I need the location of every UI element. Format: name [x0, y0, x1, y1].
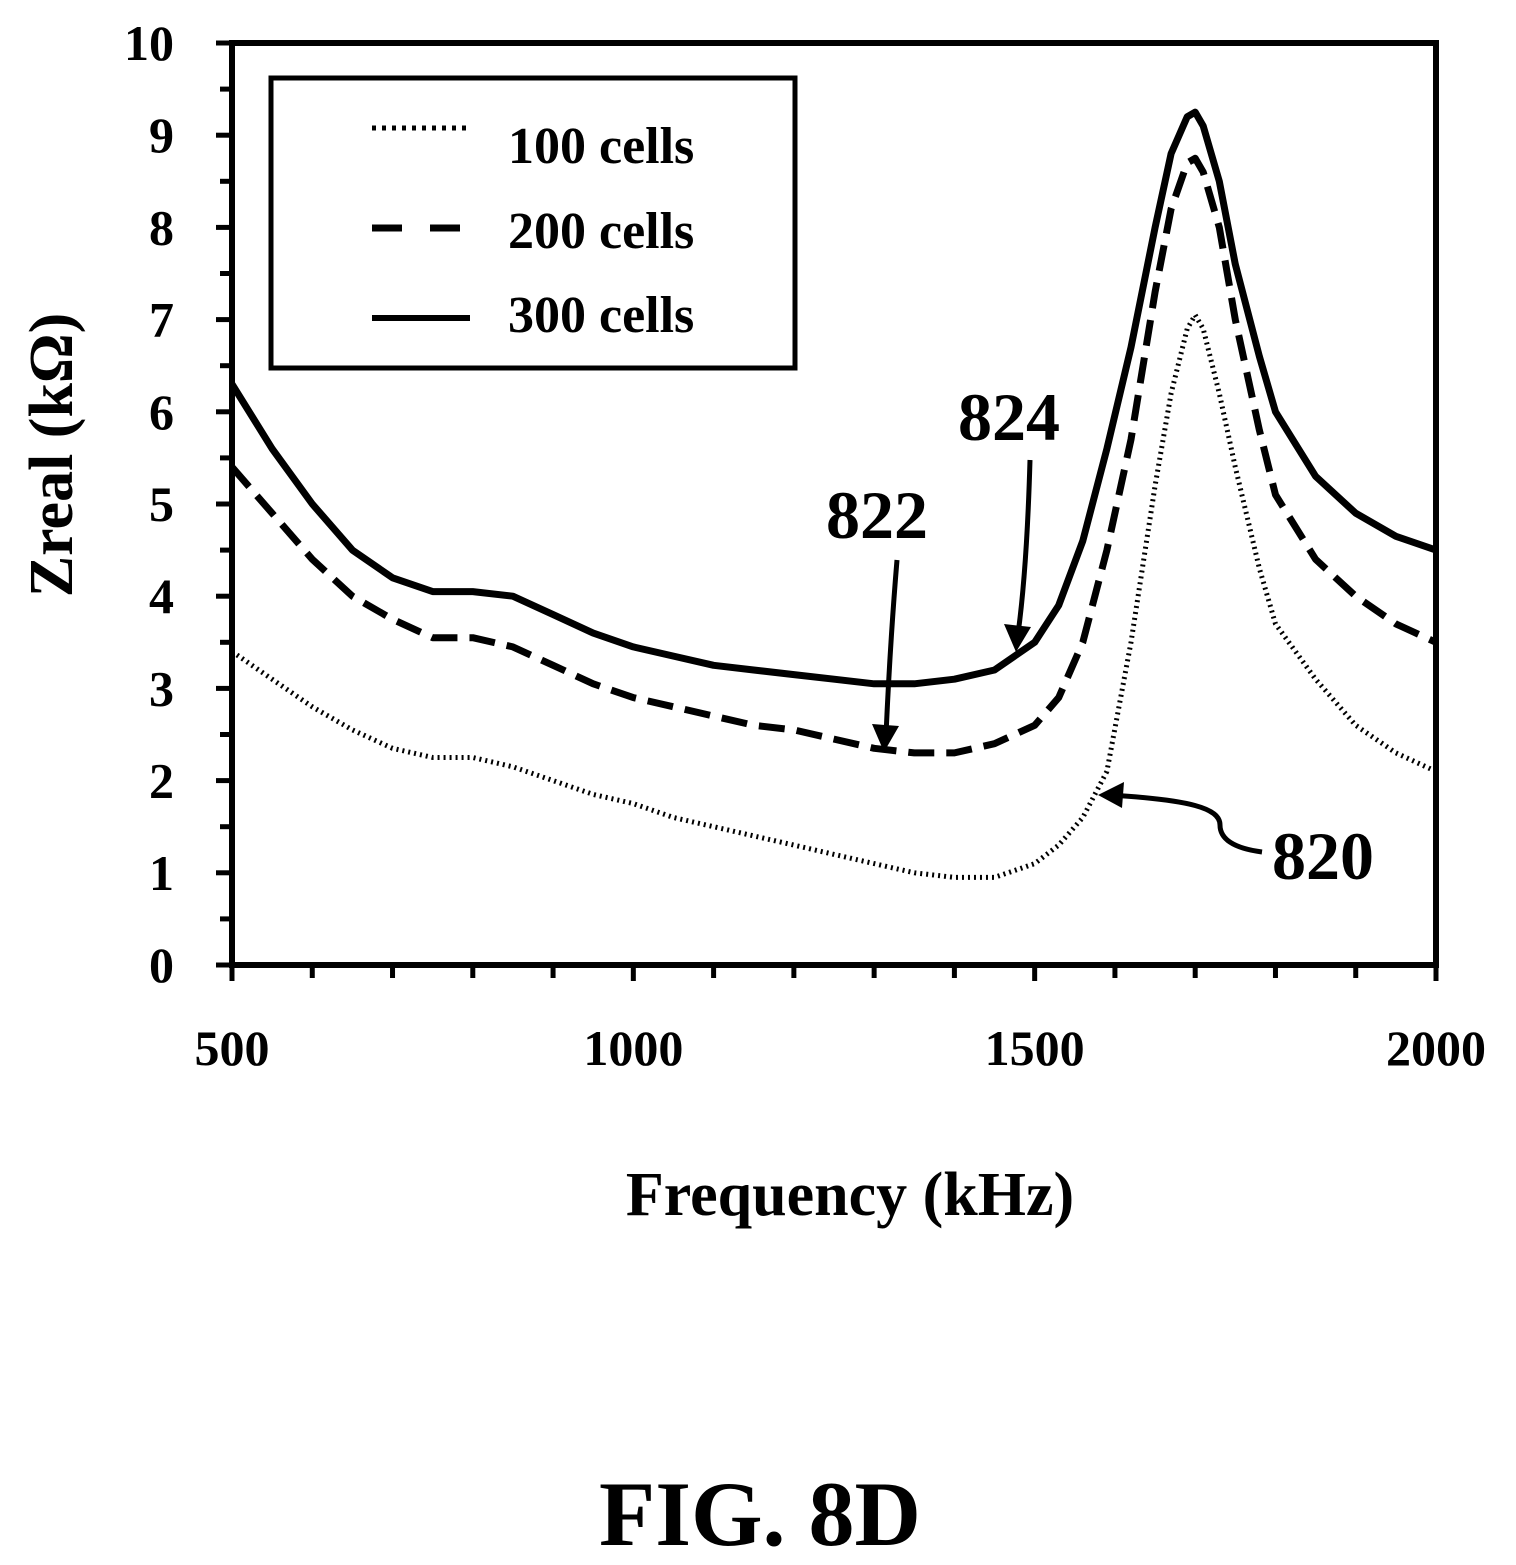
y-axis-title: Zreal (kΩ) [18, 313, 86, 597]
y-tick-label: 4 [149, 568, 174, 624]
x-tick-label: 1000 [583, 1020, 683, 1076]
y-tick-label: 2 [149, 753, 174, 809]
legend-label-300-cells: 300 cells [508, 287, 694, 344]
callout-822: 822 [826, 477, 928, 752]
callout-822-arrowhead [872, 724, 899, 752]
legend-label-200-cells: 200 cells [508, 203, 694, 260]
callout-824-arrowhead [1004, 624, 1031, 652]
tick-labels: 0 1 2 3 4 5 6 7 8 9 10 500 1000 1500 2000 [124, 15, 1486, 1076]
y-tick-label: 9 [149, 107, 174, 163]
y-tick-label: 6 [149, 384, 174, 440]
x-tick-label: 2000 [1386, 1020, 1486, 1076]
series-line-200-cells [229, 154, 1438, 757]
legend-label-100-cells: 100 cells [508, 118, 694, 175]
y-tick-label: 8 [149, 199, 174, 255]
y-tick-label: 10 [124, 15, 174, 71]
callout-820: 820 [1098, 782, 1374, 894]
y-tick-label: 1 [149, 845, 174, 901]
y-tick-label: 0 [149, 937, 174, 993]
y-tick-label: 3 [149, 660, 174, 716]
callout-824: 824 [958, 379, 1060, 652]
callout-824-label: 824 [958, 379, 1060, 455]
callout-820-arrow-line [1109, 792, 1263, 855]
callout-820-arrowhead [1098, 782, 1124, 808]
legend-box [268, 75, 798, 371]
callout-822-arrow-line [883, 559, 900, 736]
series-line-300-cells [229, 108, 1438, 688]
figure-caption: FIG. 8D [599, 1463, 921, 1565]
y-tick-label: 7 [149, 292, 174, 348]
x-tick-label: 1500 [985, 1020, 1085, 1076]
x-tick-label: 500 [195, 1020, 270, 1076]
callout-824-arrow-line [1015, 459, 1033, 635]
y-tick-label: 5 [149, 476, 174, 532]
plot-area-frame [229, 40, 1439, 968]
callout-820-label: 820 [1272, 818, 1374, 894]
series-line-100-cells [230, 312, 1438, 880]
callout-822-label: 822 [826, 477, 928, 553]
legend: 100 cells 200 cells 300 cells [268, 75, 798, 371]
series-layer [229, 108, 1438, 880]
x-axis-title: Frequency (kHz) [626, 1161, 1074, 1229]
